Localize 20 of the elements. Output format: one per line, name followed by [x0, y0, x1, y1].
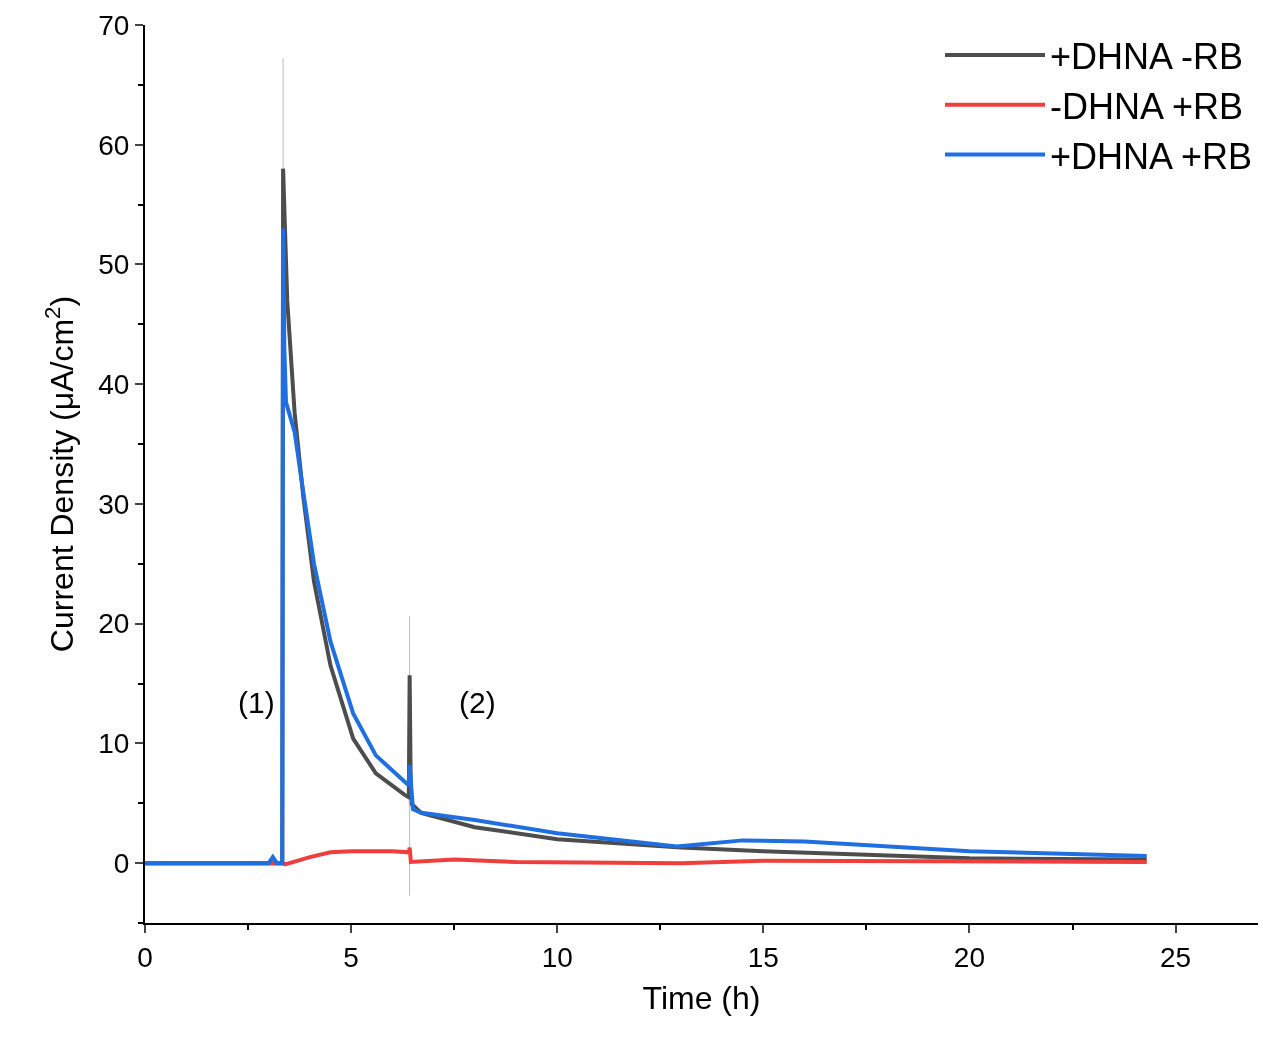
- x-tick-label: 5: [343, 941, 359, 973]
- y-tick-label: 10: [98, 728, 130, 760]
- y-tick-label: 70: [98, 9, 130, 41]
- annotation: (1): [238, 686, 275, 719]
- x-tick-label: 25: [1159, 941, 1192, 973]
- y-tick-label: 30: [98, 488, 130, 520]
- legend-label: +DHNA +RB: [1050, 135, 1253, 177]
- x-tick-label: 10: [541, 941, 573, 973]
- x-axis-title: Time (h): [642, 980, 761, 1016]
- legend-label: +DHNA -RB: [1050, 35, 1244, 77]
- y-tick-label: 40: [98, 369, 130, 400]
- x-tick-label: 15: [747, 941, 779, 973]
- x-tick-label: 20: [953, 941, 986, 973]
- legend-label: -DHNA +RB: [1050, 85, 1244, 127]
- annotation: (2): [459, 686, 496, 719]
- y-tick-label: 60: [98, 129, 130, 161]
- x-tick-label: 0: [137, 941, 153, 973]
- y-tick-label: 20: [98, 608, 130, 640]
- y-tick-label: 0: [113, 847, 130, 879]
- y-tick-label: 50: [98, 249, 130, 281]
